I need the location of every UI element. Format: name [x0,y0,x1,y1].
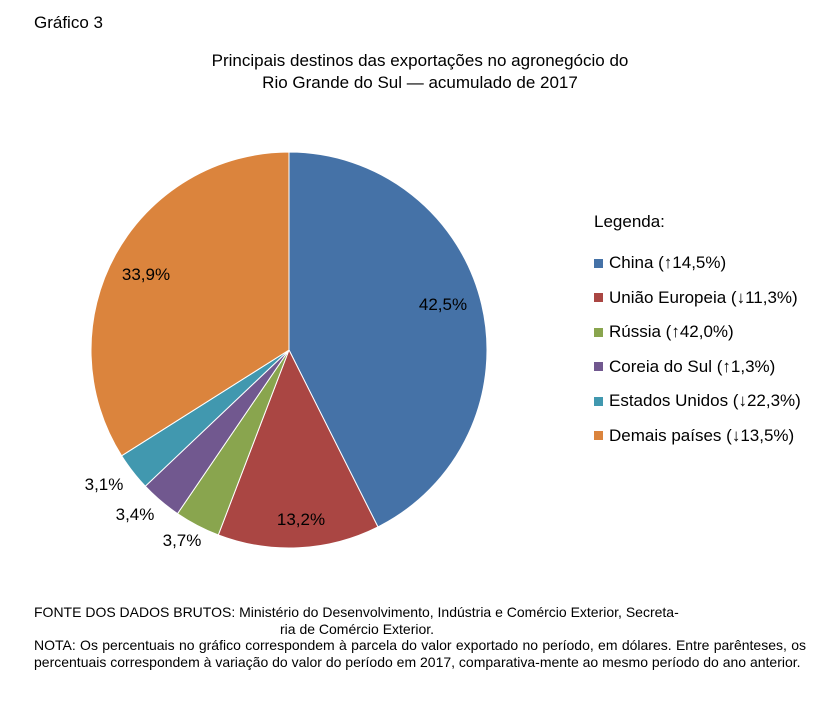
chart-title-line-2: Rio Grande do Sul — acumulado de 2017 [262,73,578,92]
legend-swatch [594,258,603,268]
slice-data-label: 33,9% [122,265,170,284]
legend-item: Rússia (↑42,0%) [594,315,801,350]
legend-label: China (↑14,5%) [609,253,727,273]
chart-title-line-1: Principais destinos das exportações no a… [211,51,629,70]
slice-data-label: 42,5% [419,295,467,314]
chart-title: Principais destinos das exportações no a… [150,50,690,94]
legend-item: Demais países (↓13,5%) [594,419,801,454]
pie-slice-china [288,151,488,528]
legend: Legenda: China (↑14,5%) União Europeia (↓… [594,212,801,453]
legend-item: Estados Unidos (↓22,3%) [594,384,801,419]
figure-label: Gráfico 3 [34,13,103,32]
legend-item: Coreia do Sul (↑1,3%) [594,350,801,385]
legend-swatch [594,327,603,337]
pie-slice-união-europeia [217,348,379,549]
legend-swatch [594,362,603,372]
legend-items: China (↑14,5%) União Europeia (↓11,3%) Rús… [594,246,801,453]
legend-item: União Europeia (↓11,3%) [594,281,801,316]
legend-item: China (↑14,5%) [594,246,801,281]
legend-label: Estados Unidos (↓22,3%) [609,391,801,411]
legend-label: Rússia (↑42,0%) [609,322,734,342]
legend-label: União Europeia (↓11,3%) [609,287,798,307]
pie-slice-demais-países [90,151,290,457]
slice-data-label: 3,1% [85,475,124,494]
note-text: NOTA: Os percentuais no gráfico correspo… [34,637,806,670]
slice-data-label: 3,4% [116,505,155,524]
legend-swatch [594,396,603,406]
source-line-1: FONTE DOS DADOS BRUTOS: Ministério do De… [34,604,679,620]
legend-title: Legenda: [594,212,665,231]
pie-chart: 42,5% 13,2% 3,7% 3,4% 3,1% 33,9% [85,151,488,550]
legend-label: Coreia do Sul (↑1,3%) [609,356,776,376]
footer: FONTE DOS DADOS BRUTOS: Ministério do De… [34,604,806,670]
slice-data-label: 13,2% [277,510,325,529]
slice-data-label: 3,7% [163,531,202,550]
source-line-2: ria de Comércio Exterior. [280,620,435,637]
legend-swatch [594,431,603,441]
legend-swatch [594,293,603,303]
legend-label: Demais países (↓13,5%) [609,425,795,445]
